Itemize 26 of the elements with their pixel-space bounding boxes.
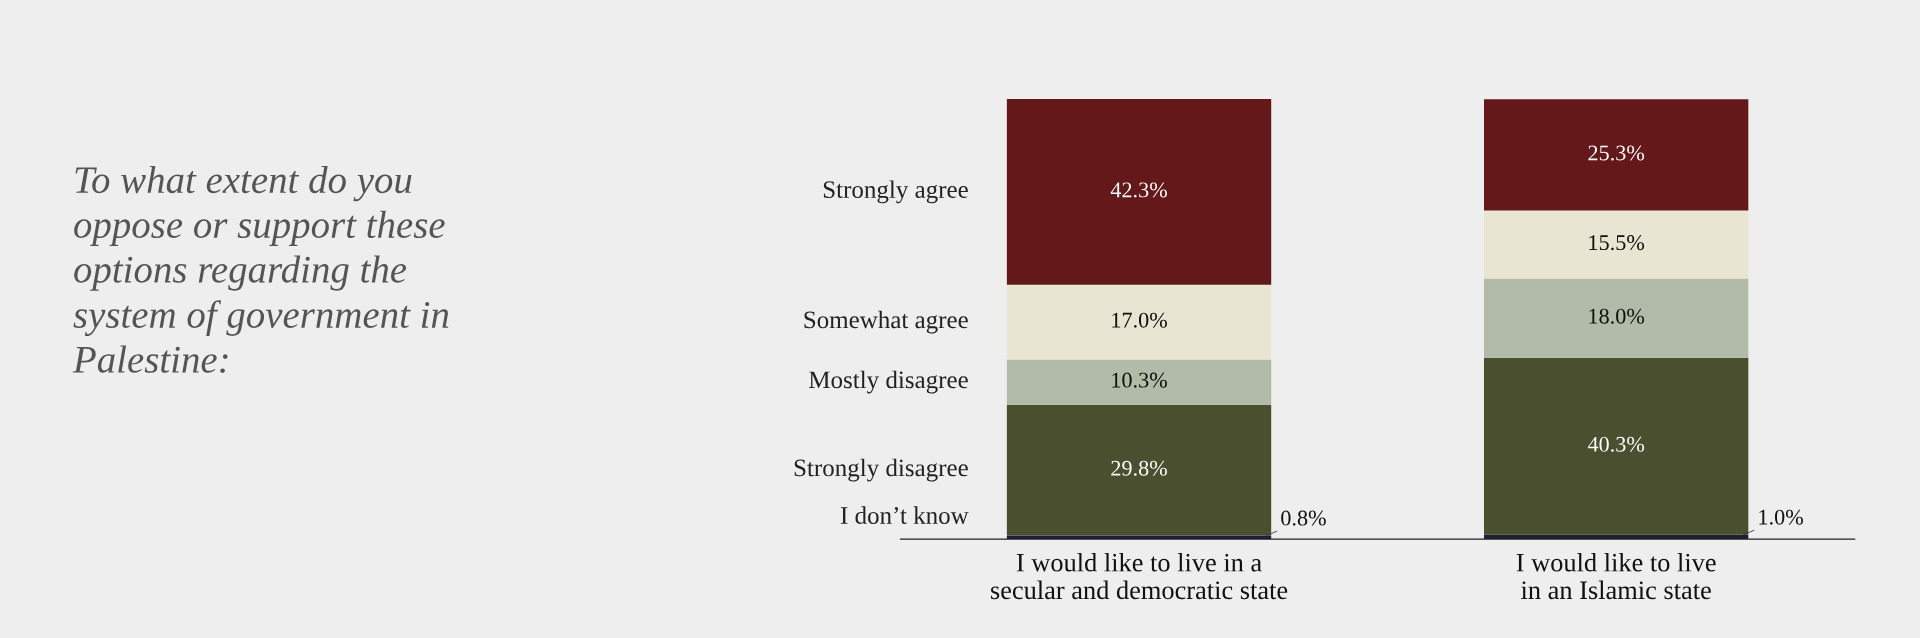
series-label: Somewhat agree [804, 310, 968, 334]
x-tick-label: I would like to live in an Islamic state [1516, 553, 1716, 600]
series-label: Strongly agree [823, 180, 968, 204]
bar [1006, 359, 1272, 405]
series-label: Mostly disagree [809, 370, 968, 394]
bar [1484, 278, 1749, 358]
data-label: 29.8% [1111, 460, 1167, 476]
data-label: 42.3% [1110, 182, 1167, 198]
bar [1006, 404, 1272, 536]
data-label: 17.0% [1112, 312, 1167, 328]
bar [1006, 284, 1272, 360]
x-tick-label: I would like to live in a secular and democratic state [991, 553, 1288, 600]
series-label: I don’t know [840, 506, 969, 524]
series-label: Strongly disagree [794, 458, 968, 482]
bar [1484, 357, 1749, 535]
data-label: 18.0% [1589, 308, 1645, 324]
data-label: 0.8% [1281, 510, 1326, 526]
bar [1006, 98, 1272, 285]
data-label: 40.3% [1587, 436, 1645, 452]
bar [1484, 210, 1749, 279]
data-label: 15.5% [1589, 235, 1645, 251]
text: To what extent do you oppose or support these options regarding the system of government in Palestine: [72, 165, 449, 374]
bar [1484, 99, 1749, 211]
data-label: 10.3% [1112, 372, 1167, 388]
data-label: 1.0% [1759, 509, 1803, 525]
data-label: 25.3% [1588, 145, 1645, 161]
